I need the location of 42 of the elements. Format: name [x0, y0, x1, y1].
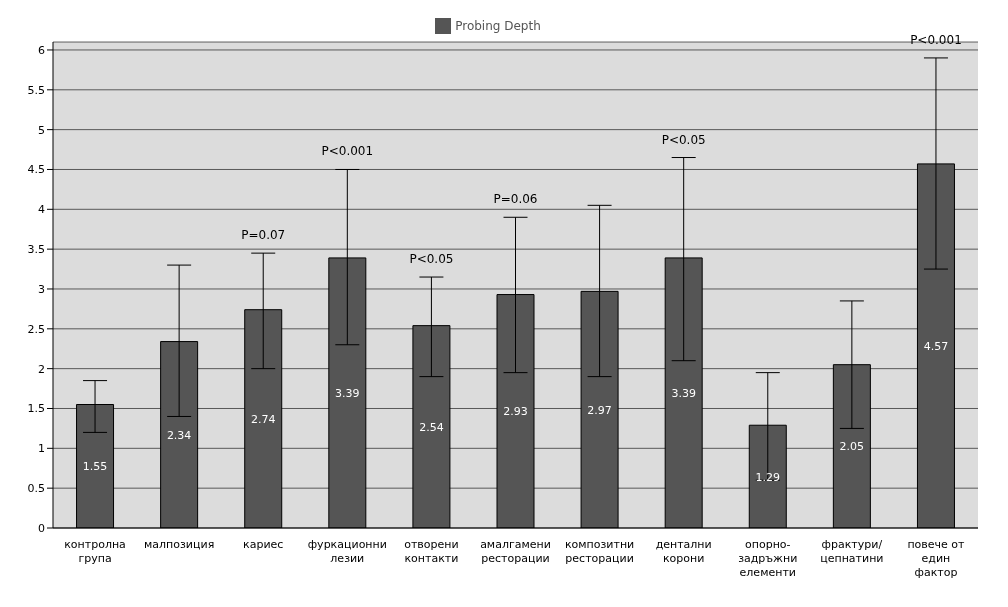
- data-label: 1.29: [755, 470, 781, 484]
- data-label: 2.97: [587, 403, 612, 417]
- data-label: 2.93: [503, 405, 528, 419]
- x-tick-label: малпозиция: [144, 538, 215, 551]
- data-label: 2.54: [419, 420, 444, 434]
- data-label: 3.39: [335, 386, 360, 400]
- annotation: P<0.05: [661, 132, 706, 147]
- y-tick-label: 5.5: [27, 83, 45, 97]
- x-tick-label: кариес: [243, 538, 284, 551]
- y-tick-label: 2.5: [27, 322, 45, 336]
- x-tick-label: отворени контакти: [404, 538, 459, 565]
- data-label: 3.39: [671, 386, 696, 400]
- y-tick-label: 0.5: [27, 482, 45, 496]
- annotation: P<0.001: [321, 144, 374, 159]
- y-tick-label: 3: [38, 282, 45, 296]
- y-tick-label: 6: [38, 43, 45, 57]
- data-label: 2.34: [166, 428, 192, 442]
- legend-label: Probing Depth: [455, 18, 541, 33]
- data-label: 2.05: [839, 440, 865, 454]
- x-tick-label: дентални корони: [655, 538, 712, 565]
- annotation: P=0.06: [493, 192, 538, 207]
- y-tick-label: 2: [38, 362, 45, 376]
- x-tick-label: контролна група: [64, 538, 126, 565]
- x-tick-label: амалгамени ресторации: [480, 538, 551, 565]
- y-tick-label: 1.5: [27, 402, 45, 416]
- y-tick-label: 4.5: [27, 163, 45, 177]
- x-tick-label: композитни ресторации: [564, 538, 635, 565]
- y-tick-label: 4: [38, 203, 45, 217]
- data-label: 1.55: [82, 460, 108, 474]
- annotation: P<0.05: [409, 252, 454, 267]
- x-tick-label: фрактури/ цепнатини: [820, 538, 884, 565]
- data-label: 2.74: [250, 412, 276, 426]
- y-tick-label: 3.5: [27, 243, 45, 257]
- y-tick-label: 5: [38, 123, 45, 137]
- x-tick-label: опорно-задръжни елементи: [738, 538, 798, 579]
- x-tick-label: фуркационни лезии: [307, 538, 387, 565]
- annotation: P<0.001: [910, 32, 962, 47]
- annotation: P=0.07: [241, 228, 286, 243]
- y-tick-label: 0: [38, 521, 45, 535]
- data-label: 4.57: [923, 339, 949, 353]
- y-tick-label: 1: [38, 442, 45, 456]
- x-tick-label: повече от един фактор: [907, 538, 966, 579]
